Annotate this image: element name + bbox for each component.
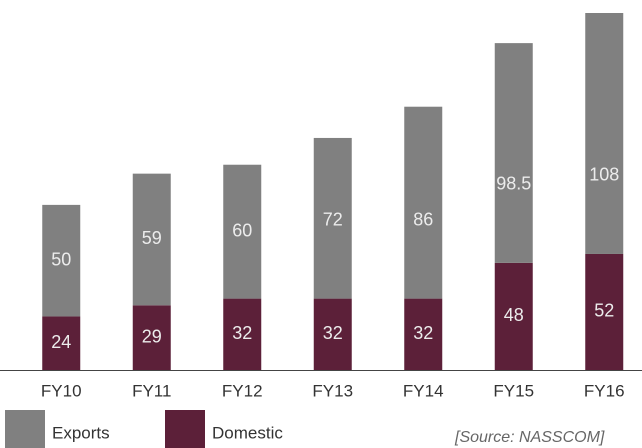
value-label: 59 (142, 228, 162, 248)
legend-swatch (165, 410, 205, 448)
value-label: 32 (323, 323, 343, 343)
x-tick-label: FY10 (41, 381, 82, 400)
value-label: 32 (413, 323, 433, 343)
bar-segment (585, 253, 624, 370)
value-label: 98.5 (496, 174, 531, 194)
source-note: [Source: NASSCOM] (454, 429, 605, 446)
value-label: 60 (232, 220, 252, 240)
value-label: 108 (589, 165, 619, 185)
bar-segment (42, 316, 81, 370)
legend-label: Domestic (212, 423, 283, 442)
bar-segment (223, 298, 262, 370)
x-tick-label: FY14 (403, 381, 444, 400)
x-tick-label: FY11 (132, 381, 171, 400)
value-label: 29 (142, 326, 162, 346)
value-label: 32 (232, 323, 252, 343)
bar-segment (404, 106, 443, 299)
bar-segment (42, 204, 81, 317)
bar-segment (494, 262, 533, 370)
legend-swatch (5, 410, 45, 448)
bar-segment (313, 137, 352, 299)
bar-segment (494, 43, 533, 263)
bar-segment (132, 173, 171, 306)
legend-label: Exports (52, 423, 110, 442)
value-label: 72 (323, 209, 343, 229)
x-tick-label: FY13 (312, 381, 353, 400)
x-tick-label: FY12 (222, 381, 263, 400)
bar-segment (313, 298, 352, 370)
bar-segment (585, 13, 624, 254)
value-label: 50 (51, 249, 71, 269)
value-label: 24 (51, 332, 71, 352)
bar-segment (132, 305, 171, 370)
bar-segment (404, 298, 443, 370)
x-tick-label: FY15 (493, 381, 534, 400)
x-tick-label: FY16 (584, 381, 625, 400)
value-label: 52 (594, 301, 614, 321)
bar-segment (223, 164, 262, 299)
value-label: 48 (504, 305, 524, 325)
value-label: 86 (413, 209, 433, 229)
